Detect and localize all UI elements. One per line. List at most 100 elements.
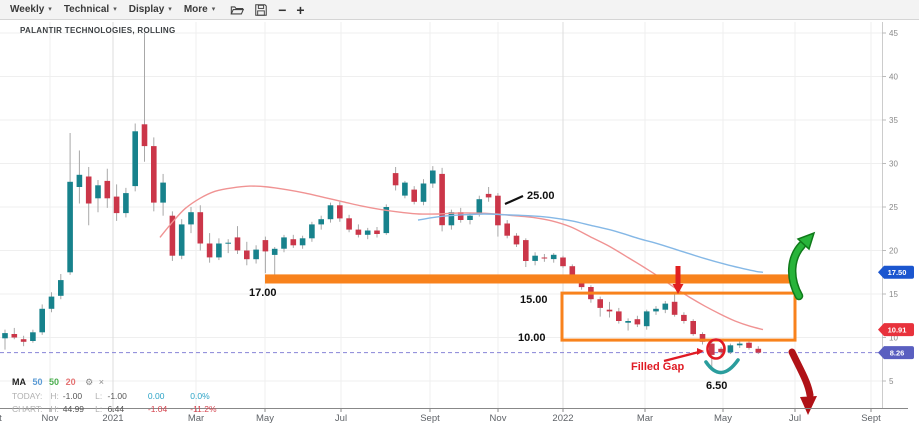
ma50-line bbox=[417, 213, 764, 273]
y-axis-label: 25 bbox=[889, 203, 898, 212]
candle bbox=[541, 257, 548, 259]
price-level-label[interactable]: 10.00 bbox=[518, 332, 546, 344]
x-axis-label: Mar bbox=[637, 413, 653, 424]
y-axis-label: 45 bbox=[889, 29, 898, 38]
candle bbox=[523, 240, 529, 261]
ma-indicator-row: MA 50 50 20 ⚙ × bbox=[12, 377, 224, 388]
candle bbox=[11, 334, 18, 338]
supply-zone-bar[interactable] bbox=[265, 274, 795, 284]
x-axis-label: Nov bbox=[490, 413, 507, 424]
up-arrow-shaft[interactable] bbox=[789, 242, 805, 299]
candle bbox=[95, 185, 101, 199]
zoom-out-icon[interactable]: − bbox=[278, 1, 287, 18]
up-arrowhead[interactable] bbox=[796, 231, 816, 251]
ma-period-50-blue: 50 bbox=[32, 377, 43, 387]
down-arrowhead[interactable] bbox=[800, 396, 817, 415]
today-low-label: L: bbox=[95, 391, 103, 401]
bounce-arc[interactable] bbox=[704, 358, 740, 375]
chart-change: -1.04 bbox=[147, 404, 168, 414]
candle bbox=[411, 189, 417, 202]
candle bbox=[169, 215, 176, 256]
ma-settings-gear-icon[interactable]: ⚙ bbox=[85, 377, 94, 387]
candle bbox=[616, 311, 622, 321]
candle bbox=[681, 314, 687, 321]
x-axis-label: Nov bbox=[42, 413, 59, 424]
candle bbox=[20, 339, 27, 342]
candle bbox=[643, 311, 650, 327]
menu-timeframe[interactable]: Weekly ▾ bbox=[8, 4, 62, 15]
candle bbox=[671, 301, 678, 315]
chevron-down-icon: ▾ bbox=[113, 5, 117, 13]
candle bbox=[225, 242, 231, 244]
candle bbox=[495, 195, 501, 226]
toolbar: Weekly ▾ Technical ▾ Display ▾ More ▾ − … bbox=[0, 0, 919, 20]
price-level-label[interactable]: 6.50 bbox=[706, 380, 727, 392]
price-tag-value: 10.91 bbox=[888, 325, 907, 334]
menu-timeframe-label: Weekly bbox=[10, 4, 45, 15]
gap-circle[interactable] bbox=[706, 338, 726, 360]
menu-display-label: Display bbox=[128, 4, 165, 15]
price-tag-value: 17.50 bbox=[888, 268, 907, 277]
filled-gap-label[interactable]: Filled Gap bbox=[631, 361, 684, 373]
candle bbox=[234, 237, 241, 251]
chart-stats-row: CHART: H: 44.99 L: 6.44 -1.04 -11.2% bbox=[12, 404, 224, 414]
filled-gap-arrowhead[interactable] bbox=[697, 348, 704, 355]
candle bbox=[374, 230, 380, 234]
candle bbox=[718, 348, 724, 353]
chart-low-value: 6.44 bbox=[107, 404, 125, 414]
price-level-label[interactable]: 15.00 bbox=[520, 294, 548, 306]
ma-remove-icon[interactable]: × bbox=[98, 377, 104, 387]
menu-more[interactable]: More ▾ bbox=[182, 4, 225, 15]
down-arrow-shaft[interactable] bbox=[788, 348, 814, 399]
price-tag bbox=[878, 323, 914, 337]
chevron-down-icon: ▾ bbox=[168, 5, 172, 13]
label-pointer-line bbox=[504, 194, 524, 206]
candle bbox=[653, 308, 659, 312]
save-icon[interactable] bbox=[254, 3, 268, 17]
candle bbox=[197, 212, 204, 244]
today-low-value: -1.00 bbox=[107, 391, 127, 401]
y-axis-label: 20 bbox=[889, 247, 898, 256]
candle bbox=[476, 199, 483, 214]
menu-technical-label: Technical bbox=[63, 4, 110, 15]
candle bbox=[504, 223, 510, 236]
candle bbox=[690, 321, 696, 335]
candle bbox=[346, 218, 352, 230]
y-axis-label: 10 bbox=[889, 334, 898, 343]
candle bbox=[467, 215, 473, 220]
ma-indicator-label: MA bbox=[12, 377, 26, 387]
candle bbox=[253, 249, 259, 260]
candle bbox=[281, 237, 287, 249]
candle bbox=[569, 266, 576, 280]
open-folder-icon[interactable] bbox=[230, 3, 245, 17]
y-axis-label: 15 bbox=[889, 290, 898, 299]
candle bbox=[383, 207, 390, 234]
price-level-label[interactable]: 17.00 bbox=[249, 287, 277, 299]
candle bbox=[606, 309, 613, 312]
candle bbox=[262, 240, 269, 252]
price-level-label[interactable]: 25.00 bbox=[527, 190, 555, 202]
chevron-down-icon: ▾ bbox=[211, 5, 216, 13]
candle bbox=[178, 224, 185, 256]
demand-zone-box[interactable] bbox=[560, 291, 797, 342]
candle bbox=[206, 243, 213, 258]
x-axis-label: Mar bbox=[188, 413, 204, 424]
candle bbox=[578, 280, 585, 288]
menu-display[interactable]: Display ▾ bbox=[127, 4, 182, 15]
x-axis-label: Sept bbox=[861, 413, 881, 424]
candle bbox=[309, 224, 315, 239]
ma-period-50-green: 50 bbox=[49, 377, 60, 387]
candle bbox=[746, 342, 752, 348]
today-high-label: H: bbox=[50, 391, 59, 401]
candle bbox=[625, 321, 631, 323]
candle bbox=[457, 212, 464, 220]
candle bbox=[48, 296, 55, 309]
candle bbox=[430, 170, 436, 184]
zoom-in-icon[interactable]: + bbox=[296, 1, 305, 18]
candle bbox=[485, 193, 492, 198]
retest-down-arrow[interactable] bbox=[672, 266, 684, 294]
candle bbox=[271, 248, 278, 255]
menu-technical[interactable]: Technical ▾ bbox=[62, 4, 127, 15]
